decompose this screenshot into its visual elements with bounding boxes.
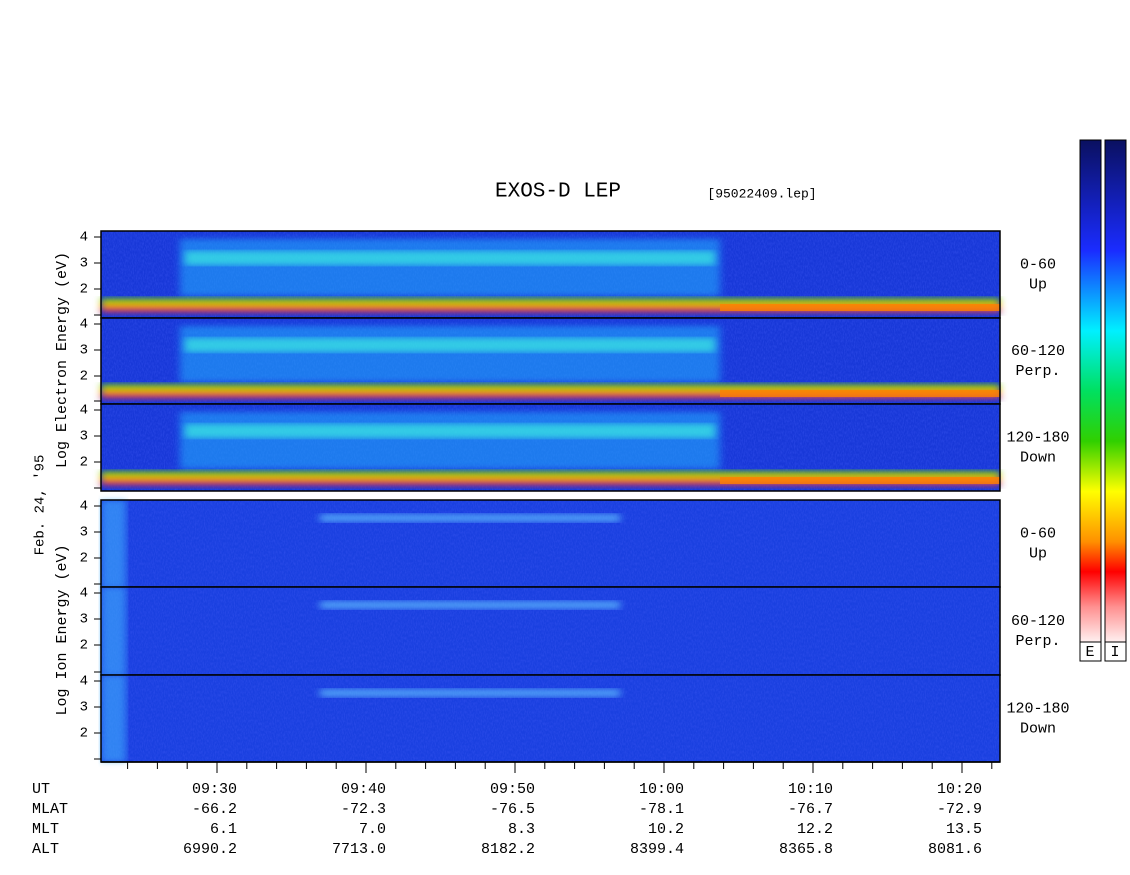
ion-band [320,689,620,697]
panel-texture [101,500,1000,587]
pitch-direction: Perp. [1015,633,1060,650]
ephemeris-value: 7713.0 [332,841,386,858]
y-tick-label: 3 [80,612,88,628]
row-label: ALT [32,841,59,858]
ephemeris-value: -66.2 [192,801,237,818]
ion-axis-label: Log Ion Energy (eV) [54,544,71,715]
electron-axis-label: Log Electron Energy (eV) [54,252,71,468]
ephemeris-value: 8365.8 [779,841,833,858]
aurora-region [180,412,720,469]
ephemeris-value: 13.5 [946,821,982,838]
colorbar-box [1104,641,1127,662]
y-tick-label: 3 [80,525,88,541]
y-tick-label: 3 [80,429,88,445]
ephemeris-value: 10.2 [648,821,684,838]
ephemeris-value: 6.1 [210,821,237,838]
row-label: MLT [32,821,59,838]
aurora-band [185,251,715,265]
y-tick-label: 3 [80,700,88,716]
file-name: [95022409.lep] [707,186,816,201]
aurora-region [180,239,720,296]
ephemeris-value: 8.3 [508,821,535,838]
y-tick-label: 4 [80,317,88,333]
ion-edge [101,587,126,675]
ephemeris-value: 7.0 [359,821,386,838]
colorbar [1104,139,1127,643]
y-tick-label: 2 [80,551,88,567]
aurora-band [185,424,715,438]
ion-edge [101,675,126,762]
ephemeris-value: -76.5 [490,801,535,818]
pitch-direction: Up [1029,545,1047,562]
ion-band [320,514,620,522]
ephemeris-value: 10:10 [788,781,833,798]
ephemeris-value: 09:30 [192,781,237,798]
ephemeris-value: 8081.6 [928,841,982,858]
colorbar-label: E [1085,644,1094,661]
y-tick-label: 2 [80,369,88,385]
aurora-band [185,338,715,352]
title: EXOS-D LEP [495,181,621,204]
ephemeris-value: 8399.4 [630,841,684,858]
y-tick-label: 3 [80,256,88,272]
colorbar-box [1079,641,1102,662]
colorbar-label: I [1110,644,1119,661]
pitch-direction: Down [1020,449,1056,466]
low-energy-band-core [720,390,1000,397]
y-tick-label: 2 [80,282,88,298]
row-label: UT [32,781,50,798]
y-tick-label: 2 [80,638,88,654]
low-energy-band-core [720,477,1000,484]
pitch-range: 0-60 [1020,525,1056,542]
ephemeris-value: 6990.2 [183,841,237,858]
ion-band [320,601,620,609]
y-tick-label: 4 [80,499,88,515]
date-label: Feb. 24, '95 [33,455,49,556]
panel-texture [101,587,1000,675]
row-label: MLAT [32,801,68,818]
pitch-range: 120-180 [1006,429,1069,446]
ephemeris-value: 10:00 [639,781,684,798]
pitch-range: 0-60 [1020,256,1056,273]
pitch-range: 120-180 [1006,700,1069,717]
panel-frame [100,403,1001,492]
pitch-direction: Down [1020,720,1056,737]
y-tick-label: 4 [80,674,88,690]
y-tick-label: 4 [80,403,88,419]
ephemeris-value: 8182.2 [481,841,535,858]
y-tick-label: 4 [80,586,88,602]
low-energy-band-core [720,304,1000,311]
y-tick-label: 2 [80,455,88,471]
pitch-direction: Perp. [1015,363,1060,380]
spectrogram-panels [100,230,1001,763]
pitch-direction: Up [1029,276,1047,293]
y-tick-label: 4 [80,230,88,246]
ephemeris-value: 10:20 [937,781,982,798]
panel-texture [101,675,1000,762]
y-tick-label: 2 [80,726,88,742]
pitch-range: 60-120 [1011,343,1065,360]
ephemeris-value: -72.9 [937,801,982,818]
ephemeris-value: -76.7 [788,801,833,818]
ephemeris-value: -78.1 [639,801,684,818]
ephemeris-value: 09:50 [490,781,535,798]
ephemeris-value: -72.3 [341,801,386,818]
y-tick-label: 3 [80,343,88,359]
ephemeris-value: 09:40 [341,781,386,798]
aurora-region [180,326,720,382]
pitch-range: 60-120 [1011,613,1065,630]
ephemeris-value: 12.2 [797,821,833,838]
ion-edge [101,500,126,587]
colorbar [1079,139,1102,643]
